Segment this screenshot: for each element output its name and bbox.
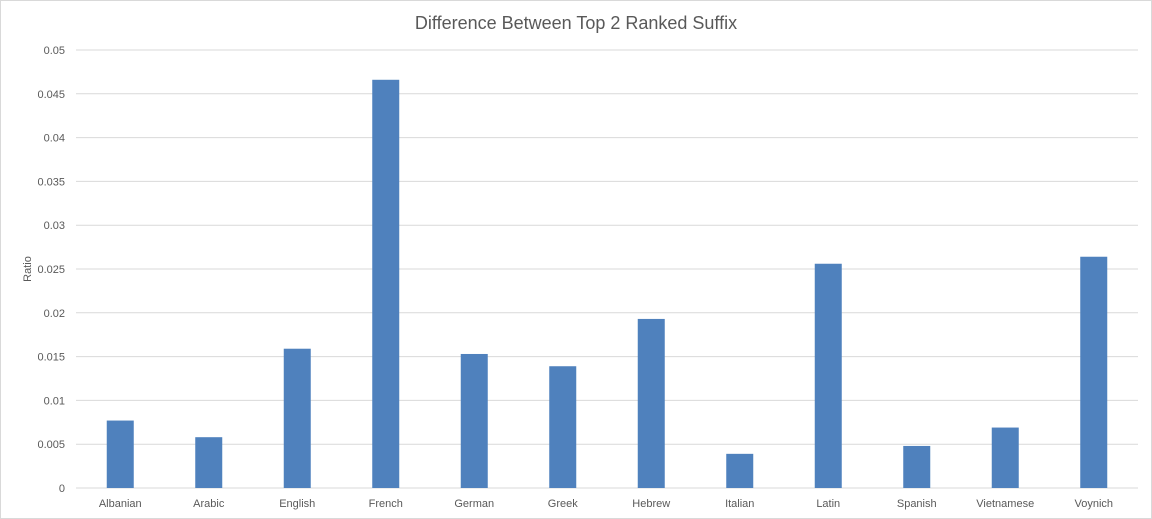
x-tick-label: French — [369, 498, 403, 510]
bar-voynich — [1080, 256, 1108, 488]
x-tick-label: Arabic — [193, 498, 225, 510]
x-tick-label: Hebrew — [632, 498, 670, 510]
y-tick-label: 0.035 — [37, 176, 65, 188]
bar-vietnamese — [991, 427, 1019, 488]
y-tick-label: 0.025 — [37, 264, 65, 276]
x-tick-label: Latin — [816, 498, 840, 510]
bar-spanish — [903, 445, 931, 488]
x-axis-ticks: Albanian Arabic English French German Greek He… — [99, 498, 1113, 510]
bar-greek — [549, 366, 577, 488]
bar-arabic — [195, 437, 223, 488]
x-tick-label: Spanish — [897, 498, 937, 510]
x-tick-label: German — [454, 498, 494, 510]
bar-german — [460, 353, 488, 488]
y-tick-label: 0.02 — [44, 308, 65, 320]
x-tick-label: English — [279, 498, 315, 510]
bars — [106, 79, 1108, 488]
y-axis-ticks: 0 0.005 0.01 0.015 0.02 0.025 0.03 0.035 0.04 0.0… — [37, 45, 65, 495]
y-tick-label: 0.005 — [37, 439, 65, 451]
chart-title: Difference Between Top 2 Ranked Suffix — [415, 13, 737, 33]
y-tick-label: 0.03 — [44, 220, 65, 232]
y-tick-label: 0.04 — [44, 133, 65, 145]
x-tick-label: Italian — [725, 498, 754, 510]
bar-hebrew — [637, 318, 665, 488]
x-tick-label: Vietnamese — [976, 498, 1034, 510]
x-tick-label: Greek — [548, 498, 578, 510]
y-tick-label: 0.045 — [37, 89, 65, 101]
y-tick-label: 0.015 — [37, 352, 65, 364]
x-tick-label: Albanian — [99, 498, 142, 510]
y-tick-label: 0.01 — [44, 395, 65, 407]
x-tick-label: Voynich — [1074, 498, 1113, 510]
y-tick-label: 0 — [59, 483, 65, 495]
y-axis-title: Ratio — [22, 256, 34, 282]
bar-english — [283, 348, 311, 488]
bar-french — [372, 79, 400, 488]
gridlines — [76, 49, 1138, 489]
bar-albanian — [106, 420, 134, 488]
y-tick-label: 0.05 — [44, 45, 65, 57]
bar-italian — [726, 453, 754, 488]
bar-latin — [814, 263, 842, 488]
